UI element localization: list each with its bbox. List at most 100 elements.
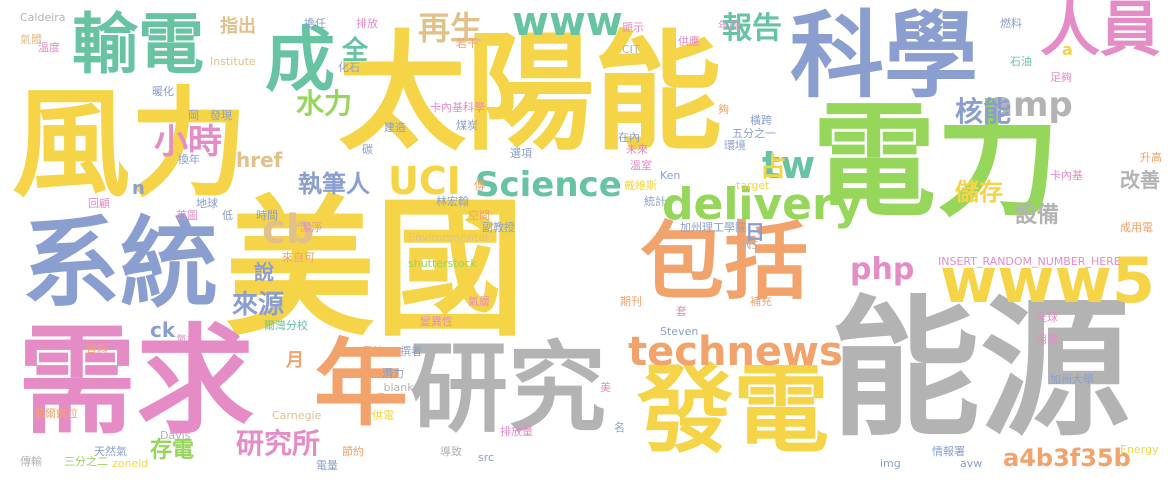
word: 五分之一 (732, 127, 776, 140)
word: 選項 (510, 147, 532, 160)
word: 戴維斯 (624, 179, 657, 192)
word: 儲存 (955, 178, 1003, 206)
word: 輸電 (72, 6, 204, 83)
word: 化石 (338, 61, 360, 74)
word: 卡內基 (1050, 169, 1083, 182)
word: a4b3f35b (1003, 444, 1131, 472)
word: 三分之二 (64, 455, 108, 468)
word: 補充 (750, 295, 772, 308)
word: 節約 (342, 445, 364, 458)
word: 副教授 (482, 221, 515, 234)
word: 導致 (440, 445, 462, 458)
word: 能源 (830, 283, 1131, 457)
word: 科學 (790, 2, 979, 111)
word: 在內 (618, 131, 640, 144)
word: 環境 (724, 139, 746, 152)
word: zoneid (112, 457, 149, 470)
word: 統計 (644, 195, 666, 208)
word: Steven (660, 325, 699, 338)
word: 暖化 (152, 85, 174, 98)
word: 發電 (637, 354, 829, 466)
word: 天然氣 (94, 445, 127, 458)
word: 林宏翰 (436, 195, 469, 208)
word: _blank (378, 381, 414, 394)
word: 潔淨 (300, 221, 322, 234)
word: ck (150, 318, 176, 342)
word: 月 (286, 350, 304, 371)
word: 凱爾戴拉 (34, 407, 78, 420)
word: www5 (940, 244, 1155, 317)
word: 回顧 (88, 197, 110, 210)
word: Carnegie (272, 409, 322, 422)
word: 排放量 (500, 425, 533, 438)
word: 排放 (356, 17, 378, 30)
word: 資料 (86, 343, 108, 356)
word: 年前 (718, 19, 740, 32)
word: 燃料 (1000, 17, 1022, 30)
word: amp (990, 85, 1073, 125)
word: 需求 (18, 312, 255, 450)
word: 成 (265, 19, 335, 101)
word: 升高 (1140, 151, 1162, 164)
word: 潛力 (382, 367, 404, 380)
word: 變異性 (420, 315, 453, 328)
word: technews (628, 329, 843, 375)
word: 執筆人 (298, 170, 370, 198)
word: 卡內基科學 (430, 101, 485, 114)
word: 首圖 (176, 209, 198, 222)
word: 美國 (225, 183, 526, 357)
word: Caldeira (20, 11, 66, 24)
word: 擔任 (304, 17, 326, 30)
word: 加州理工學院 (680, 221, 746, 234)
word: Ken (660, 169, 681, 182)
word: 地球 (196, 197, 218, 210)
word: 爾灣分校 (264, 319, 308, 332)
word: 時間 (256, 209, 278, 222)
word: 系統 (22, 207, 219, 321)
word: Institute (210, 55, 256, 68)
word: 小時 (154, 122, 222, 162)
word: 氣象 (176, 333, 198, 346)
word: 占 (760, 153, 787, 183)
word: img (880, 457, 901, 470)
word: 說 (254, 260, 274, 284)
word: 橫跨 (750, 114, 772, 127)
word: UCI (388, 159, 461, 203)
word: 傳 (474, 179, 485, 192)
word: 全 (342, 36, 369, 66)
word: 顯示 (622, 21, 644, 34)
word: delivery (662, 179, 863, 230)
word: 報告 (722, 11, 782, 46)
word: 岡 (188, 109, 199, 122)
word: 研究 (410, 332, 607, 446)
word: n (132, 178, 145, 199)
word: 水力 (296, 87, 353, 120)
word: 美 (600, 381, 611, 394)
word: 存電 (150, 438, 195, 463)
word: 若干 (456, 37, 478, 50)
word: 成用電 (1120, 221, 1153, 234)
word: target (736, 179, 770, 192)
word: 指出 (220, 16, 256, 37)
word: 改善 (1120, 168, 1160, 192)
word: 足夠 (1050, 71, 1072, 84)
word: 用電 (1036, 333, 1058, 346)
word: Science (475, 165, 622, 205)
word: 套 (676, 305, 687, 318)
word: 年 (314, 330, 409, 439)
word: 太陽能 (338, 19, 723, 168)
word: 人員 (1040, 0, 1160, 65)
word: www (512, 0, 623, 45)
word: 供應 (678, 35, 700, 48)
word: 供電 (372, 409, 394, 422)
word: 溫室 (630, 159, 652, 172)
word: a (1062, 40, 1073, 59)
word: cb (262, 207, 315, 253)
word: 日 (745, 220, 765, 244)
word: avw (960, 457, 983, 470)
word: 空間 (468, 209, 490, 222)
word: 名 (614, 421, 625, 434)
word: 核能 (955, 95, 1012, 128)
word: 氣體 (20, 33, 42, 46)
